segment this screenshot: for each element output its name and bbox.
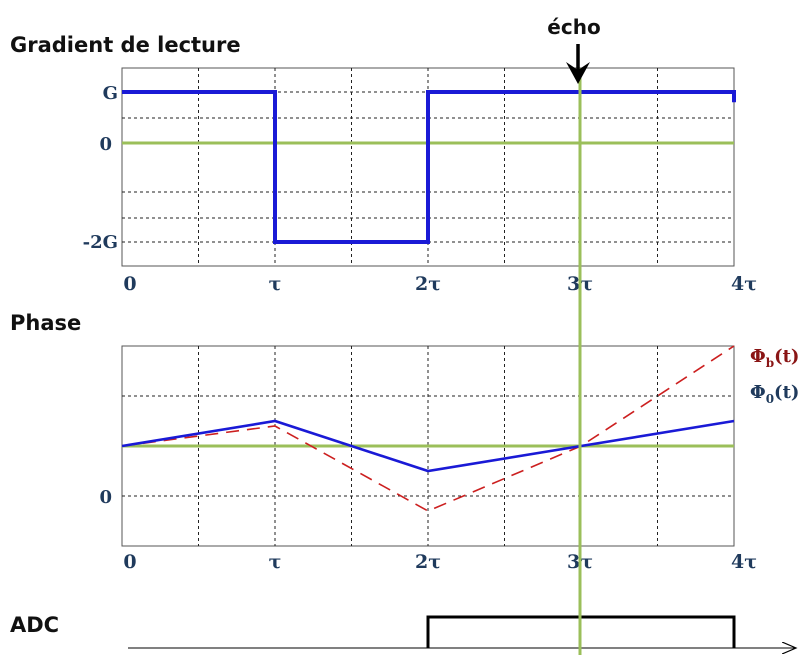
gradient-x-tick-2tau: 2τ xyxy=(415,273,441,295)
adc-section-title: ADC xyxy=(10,613,59,637)
gradient-y-label-g: G xyxy=(103,83,118,104)
echo-arrow-head xyxy=(566,62,590,84)
phase-x-tick-2tau: 2τ xyxy=(415,551,441,573)
phase-section-title: Phase xyxy=(10,311,81,335)
phi-b-label: Φb(t) xyxy=(750,346,799,370)
adc-panel xyxy=(128,615,796,648)
phase-y-label-zero: 0 xyxy=(99,487,112,508)
gradient-waveform xyxy=(122,90,736,244)
phase-x-tick-4tau: 4τ xyxy=(731,551,757,573)
phi-0-curve xyxy=(121,419,735,473)
gradient-section-title: Gradient de lecture xyxy=(10,33,241,57)
phase-grid xyxy=(122,346,734,546)
gradient-x-tick-tau: τ xyxy=(269,273,282,295)
gradient-x-tick-0: 0 xyxy=(123,273,136,295)
phi-b-curve xyxy=(121,345,735,512)
gradient-y-label-minus-2g: -2G xyxy=(83,232,118,253)
phi-0-label: Φ0(t) xyxy=(750,382,799,406)
phase-panel: 0 0 τ 2τ 3τ 4τ Φb(t) Φ0(t) xyxy=(99,345,799,573)
gradient-x-tick-4tau: 4τ xyxy=(731,273,757,295)
gradient-panel: G 0 -2G 0 τ 2τ 3τ 4τ xyxy=(83,67,757,295)
phase-x-tick-tau: τ xyxy=(269,551,282,573)
gradient-y-label-zero: 0 xyxy=(99,134,112,155)
echo-label: écho xyxy=(547,15,600,39)
phase-x-tick-0: 0 xyxy=(123,551,136,573)
echo-marker: écho xyxy=(547,15,601,655)
